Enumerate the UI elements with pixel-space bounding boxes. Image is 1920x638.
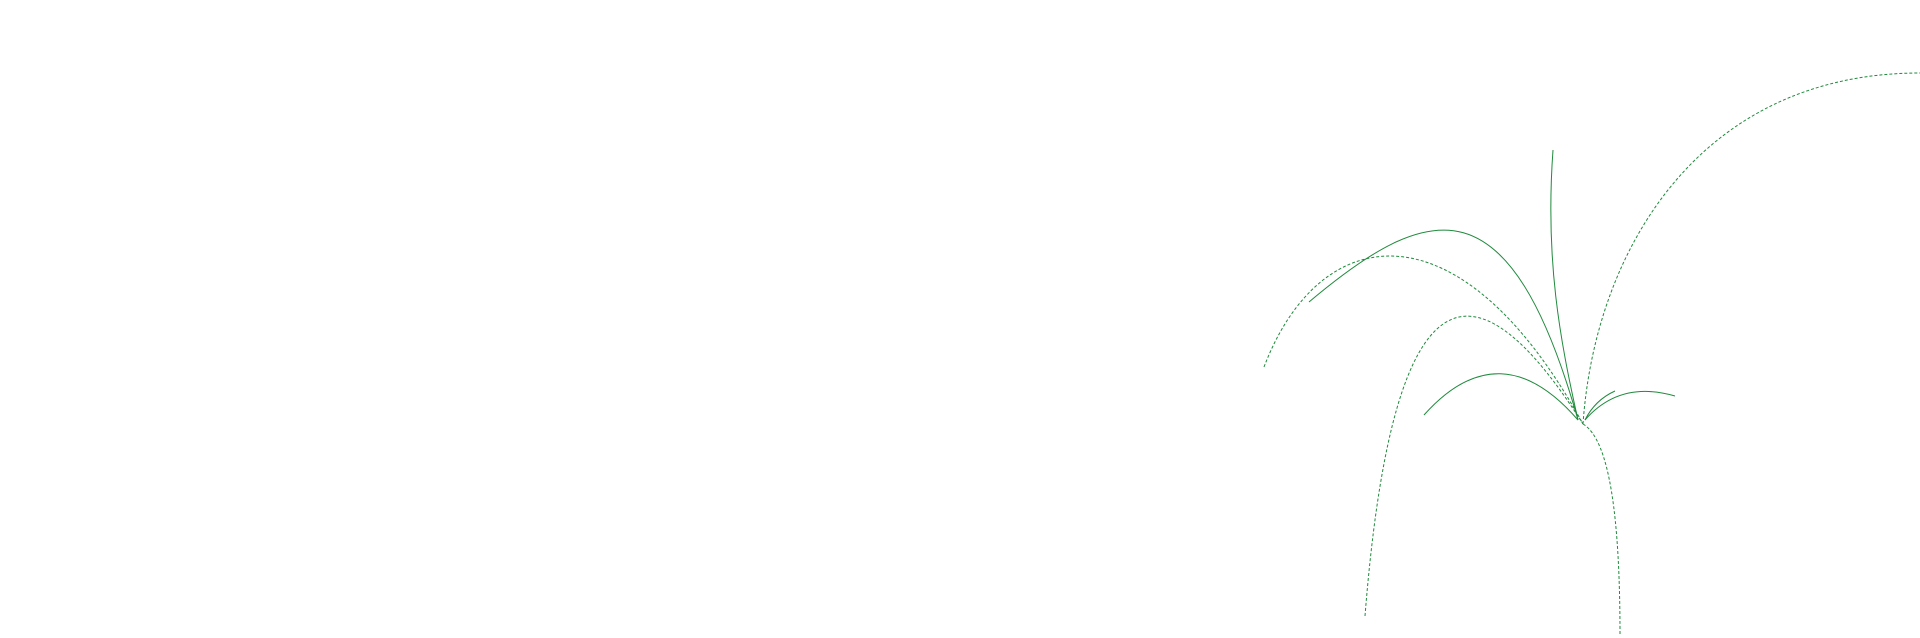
solid-line-vertical — [1550, 149, 1579, 421]
dashed-arc-top-right — [1582, 72, 1920, 425]
solid-sprout-right — [1584, 390, 1676, 421]
dashed-arc-lower — [1364, 315, 1584, 617]
solid-arc-small — [1423, 373, 1579, 421]
dashed-arc-left — [1263, 255, 1584, 425]
dashed-arc-down — [1582, 423, 1621, 636]
solid-arc-upper — [1308, 229, 1579, 421]
solid-sprout-short — [1584, 390, 1616, 421]
